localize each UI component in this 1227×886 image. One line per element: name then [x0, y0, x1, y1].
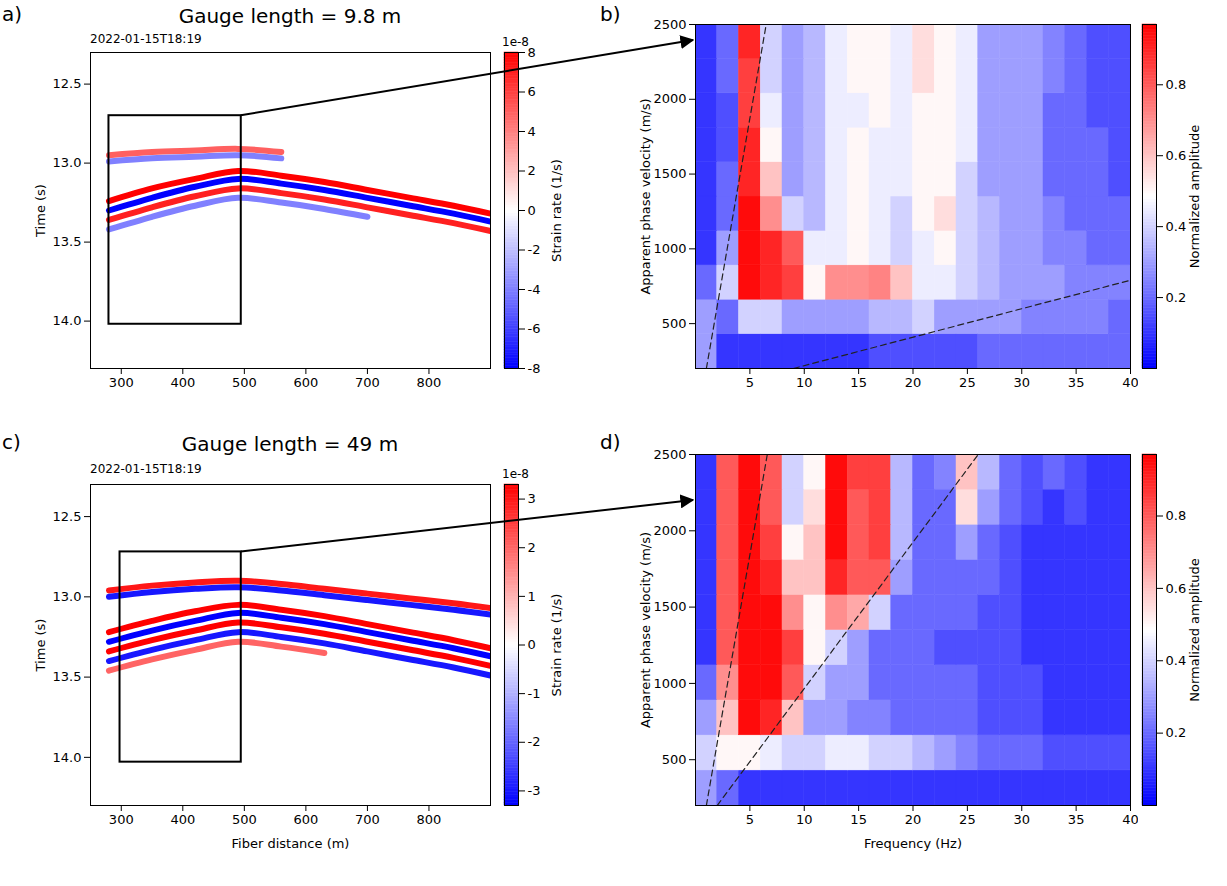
svg-text:40: 40: [1122, 375, 1139, 390]
svg-text:40: 40: [1122, 812, 1139, 827]
svg-text:10: 10: [796, 812, 813, 827]
svg-text:600: 600: [293, 375, 318, 390]
html-text:Gauge length = 9.8 m: Gauge length = 9.8 m: [178, 4, 402, 28]
svg-text:1500: 1500: [653, 166, 686, 181]
svg-text:400: 400: [170, 812, 195, 827]
svg-text:-3: -3: [528, 783, 541, 798]
svg-text:25: 25: [959, 375, 976, 390]
html-text:a): a): [2, 2, 23, 26]
svg-text:4: 4: [528, 124, 536, 139]
svg-text:Frequency (Hz): Frequency (Hz): [864, 836, 962, 851]
svg-text:14.0: 14.0: [53, 750, 82, 765]
svg-text:0.2: 0.2: [1166, 725, 1187, 740]
svg-text:800: 800: [417, 375, 442, 390]
svg-text:500: 500: [232, 375, 257, 390]
svg-text:13.0: 13.0: [53, 589, 82, 604]
svg-text:Time (s): Time (s): [33, 619, 48, 673]
html-text:1e-8: 1e-8: [502, 467, 529, 481]
svg-text:-4: -4: [528, 282, 541, 297]
svg-text:500: 500: [662, 752, 687, 767]
svg-text:300: 300: [109, 375, 134, 390]
svg-text:2000: 2000: [653, 523, 686, 538]
svg-text:Time (s): Time (s): [33, 184, 48, 238]
svg-text:25: 25: [959, 812, 976, 827]
svg-text:30: 30: [1013, 375, 1030, 390]
svg-text:0.8: 0.8: [1166, 508, 1187, 523]
svg-text:5: 5: [746, 812, 754, 827]
svg-text:5: 5: [746, 375, 754, 390]
svg-text:0: 0: [528, 637, 536, 652]
svg-text:2: 2: [528, 163, 536, 178]
svg-text:Apparent phase velocity (m/s): Apparent phase velocity (m/s): [638, 532, 653, 728]
svg-text:15: 15: [850, 812, 867, 827]
svg-text:500: 500: [232, 812, 257, 827]
svg-text:12.5: 12.5: [53, 76, 82, 91]
svg-text:Apparent phase velocity (m/s): Apparent phase velocity (m/s): [638, 98, 653, 294]
svg-text:35: 35: [1068, 812, 1085, 827]
svg-text:10: 10: [796, 375, 813, 390]
html-text:1e-8: 1e-8: [502, 35, 529, 49]
svg-text:Normalized amplitude: Normalized amplitude: [1187, 125, 1202, 269]
svg-text:1500: 1500: [653, 599, 686, 614]
svg-text:-1: -1: [528, 686, 541, 701]
svg-text:8: 8: [527, 44, 536, 60]
svg-text:13.0: 13.0: [53, 155, 82, 170]
svg-text:-8: -8: [528, 361, 541, 376]
html-text:Gauge length = 49 m: Gauge length = 49 m: [181, 432, 399, 456]
svg-text:Fiber distance (m): Fiber distance (m): [232, 836, 350, 851]
svg-text:30: 30: [1013, 812, 1030, 827]
svg-text:2500: 2500: [653, 17, 686, 32]
svg-text:400: 400: [170, 375, 195, 390]
svg-text:20: 20: [905, 812, 922, 827]
svg-text:15: 15: [850, 375, 867, 390]
svg-text:6: 6: [528, 84, 536, 99]
svg-text:0.4: 0.4: [1166, 653, 1187, 668]
svg-text:2000: 2000: [653, 91, 686, 106]
svg-text:600: 600: [293, 812, 318, 827]
svg-text:0.4: 0.4: [1166, 219, 1187, 234]
svg-text:-2: -2: [528, 734, 541, 749]
svg-text:2: 2: [528, 540, 536, 555]
svg-text:0.8: 0.8: [1166, 77, 1187, 92]
svg-text:12.5: 12.5: [53, 509, 82, 524]
svg-text:1000: 1000: [653, 241, 686, 256]
svg-text:-2: -2: [528, 242, 541, 257]
svg-text:2500: 2500: [653, 447, 686, 462]
svg-text:0.2: 0.2: [1166, 290, 1187, 305]
html-text:c): c): [2, 430, 21, 454]
svg-text:500: 500: [662, 316, 687, 331]
html-text:d): d): [600, 430, 621, 454]
svg-text:Normalized amplitude: Normalized amplitude: [1187, 558, 1202, 702]
svg-text:800: 800: [417, 812, 442, 827]
svg-text:0: 0: [528, 203, 536, 218]
svg-text:700: 700: [355, 812, 380, 827]
svg-text:-6: -6: [528, 321, 541, 336]
html-text:2022-01-15T18:19: 2022-01-15T18:19: [90, 462, 202, 476]
svg-text:1000: 1000: [653, 676, 686, 691]
svg-text:700: 700: [355, 375, 380, 390]
svg-text:1: 1: [528, 589, 536, 604]
svg-text:35: 35: [1068, 375, 1085, 390]
svg-text:20: 20: [905, 375, 922, 390]
html-text:2022-01-15T18:19: 2022-01-15T18:19: [90, 32, 202, 46]
svg-text:300: 300: [109, 812, 134, 827]
svg-text:13.5: 13.5: [53, 234, 82, 249]
svg-text:14.0: 14.0: [53, 313, 82, 328]
svg-text:0.6: 0.6: [1166, 581, 1187, 596]
html-text:b): b): [600, 2, 621, 26]
svg-text:13.5: 13.5: [53, 669, 82, 684]
svg-text:3: 3: [528, 491, 536, 506]
svg-text:0.6: 0.6: [1166, 148, 1187, 163]
svg-text:Strain rate (1/s): Strain rate (1/s): [549, 159, 564, 262]
svg-text:Strain rate (1/s): Strain rate (1/s): [549, 594, 564, 697]
